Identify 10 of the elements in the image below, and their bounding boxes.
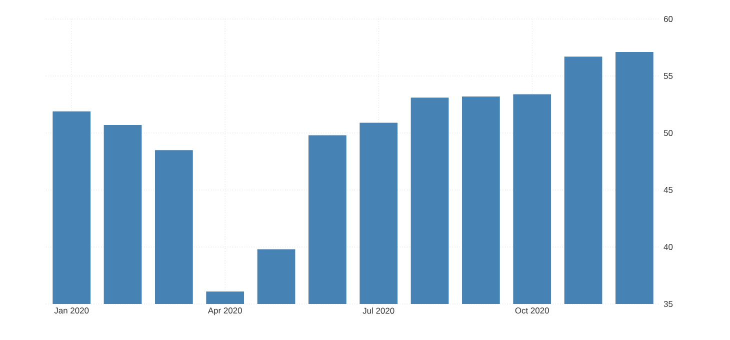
y-tick-label: 60 [664, 16, 673, 22]
x-tick-label: Apr 2020 [208, 308, 242, 316]
y-tick-label: 35 [664, 301, 673, 307]
y-tick-label: 40 [664, 244, 673, 250]
x-tick-label: Jul 2020 [362, 308, 394, 314]
y-tick-label: 50 [664, 130, 673, 136]
y-tick-label: 45 [664, 187, 673, 193]
y-tick-label: 55 [664, 73, 673, 79]
x-tick-label: Jan 2020 [54, 308, 89, 314]
x-tick-label: Oct 2020 [515, 308, 549, 314]
